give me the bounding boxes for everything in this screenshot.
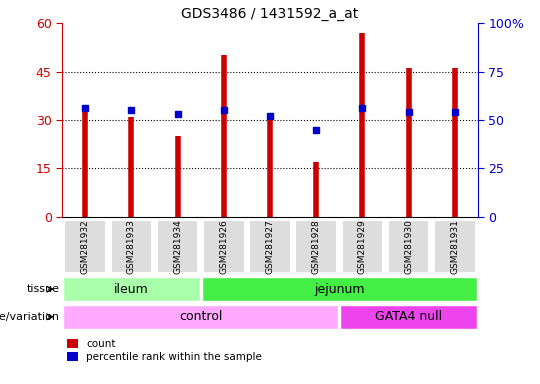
Text: GSM281926: GSM281926 (219, 219, 228, 274)
FancyBboxPatch shape (342, 220, 383, 273)
FancyBboxPatch shape (340, 305, 477, 329)
FancyBboxPatch shape (157, 220, 198, 273)
Text: genotype/variation: genotype/variation (0, 312, 59, 322)
FancyBboxPatch shape (295, 220, 337, 273)
Text: GSM281931: GSM281931 (450, 219, 460, 274)
Text: tissue: tissue (26, 284, 59, 294)
Text: GSM281932: GSM281932 (80, 219, 90, 274)
Text: jejunum: jejunum (314, 283, 364, 296)
Text: control: control (179, 310, 222, 323)
Text: GSM281927: GSM281927 (266, 219, 274, 274)
Text: GSM281933: GSM281933 (127, 219, 136, 274)
Title: GDS3486 / 1431592_a_at: GDS3486 / 1431592_a_at (181, 7, 359, 21)
FancyBboxPatch shape (201, 277, 477, 301)
Text: ileum: ileum (114, 283, 149, 296)
Text: GSM281934: GSM281934 (173, 219, 182, 274)
Legend: count, percentile rank within the sample: count, percentile rank within the sample (68, 339, 262, 362)
Text: GSM281928: GSM281928 (312, 219, 321, 274)
Text: GSM281929: GSM281929 (358, 219, 367, 274)
FancyBboxPatch shape (111, 220, 152, 273)
FancyBboxPatch shape (249, 220, 291, 273)
FancyBboxPatch shape (63, 277, 200, 301)
FancyBboxPatch shape (63, 305, 339, 329)
FancyBboxPatch shape (203, 220, 245, 273)
FancyBboxPatch shape (64, 220, 106, 273)
Text: GATA4 null: GATA4 null (375, 310, 442, 323)
Text: GSM281930: GSM281930 (404, 219, 413, 274)
FancyBboxPatch shape (388, 220, 429, 273)
FancyBboxPatch shape (434, 220, 476, 273)
